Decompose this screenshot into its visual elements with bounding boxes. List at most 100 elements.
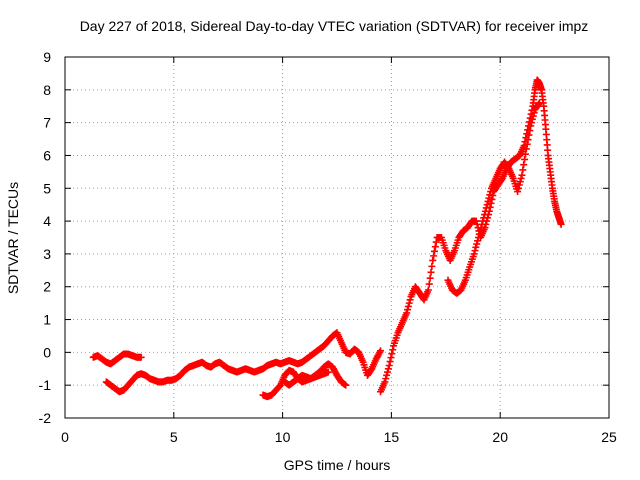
data-point [518, 171, 526, 179]
series-group [444, 99, 543, 297]
data-point-fill [426, 274, 434, 282]
data-point [479, 217, 487, 225]
series-group [281, 368, 332, 389]
plot-frame [64, 56, 610, 419]
data-point-fill [431, 243, 439, 251]
data-point [483, 201, 491, 209]
data-point-fill [383, 368, 391, 376]
data-point-fill [389, 346, 397, 354]
data-point-fill [383, 371, 391, 379]
y-tick-label: 5 [43, 180, 51, 196]
data-point-fill [514, 184, 522, 192]
y-tick-label: 7 [43, 115, 51, 131]
data-point-fill [404, 306, 412, 314]
data-point-fill [481, 211, 489, 219]
data-point-fill [534, 100, 542, 108]
data-point-fill [530, 109, 538, 117]
data-point-fill [382, 375, 390, 383]
data-point [137, 353, 145, 361]
data-point-fill [481, 207, 489, 215]
data-point-fill [480, 214, 488, 222]
data-point-fill [428, 262, 436, 270]
data-point-fill [477, 224, 485, 232]
data-point-fill [388, 350, 396, 358]
data-point-fill [521, 150, 529, 158]
data-point-fill [405, 299, 413, 307]
y-tick-label: -1 [39, 377, 52, 393]
x-tick-label: 20 [492, 429, 508, 445]
data-point-fill [523, 140, 531, 148]
y-tick-label: 3 [43, 246, 51, 262]
data-point [522, 145, 530, 153]
data-point-fill [521, 155, 529, 163]
y-axis-label: SDTVAR / TECUs [5, 182, 21, 294]
data-point [470, 250, 478, 258]
data-point-fill [475, 230, 483, 238]
x-tick-label: 15 [384, 429, 400, 445]
y-tick-label: -2 [39, 410, 52, 426]
y-tick-label: 9 [43, 49, 51, 65]
data-point-fill [384, 365, 392, 373]
data-point-fill [524, 136, 532, 144]
data-point [472, 217, 480, 225]
data-point-fill [472, 243, 480, 251]
data-point-fill [425, 280, 433, 288]
data-point [324, 368, 332, 376]
data-point-fill [486, 191, 494, 199]
data-point-fill [526, 127, 534, 135]
data-point-fill [474, 237, 482, 245]
data-point-fill [432, 238, 440, 246]
data-point-fill [484, 197, 492, 205]
y-tick-label: 8 [43, 82, 51, 98]
chart-title: Day 227 of 2018, Sidereal Day-to-day VTE… [80, 18, 589, 34]
data-point-fill [430, 252, 438, 260]
tick-layer: 0 5 10 15 20 25 -2 -1 0 1 2 3 4 5 6 7 8 9 [39, 49, 617, 445]
data-point [474, 234, 482, 241]
data-point-fill [430, 247, 438, 255]
x-tick-label: 0 [61, 429, 69, 445]
data-point [381, 378, 389, 386]
data-point [403, 309, 411, 317]
y-tick-label: 4 [43, 213, 51, 229]
y-tick-label: 1 [43, 312, 51, 328]
data-point-fill [478, 220, 486, 228]
data-point-fill [517, 174, 525, 182]
x-tick-label: 10 [275, 429, 291, 445]
data-point-fill [387, 354, 395, 362]
data-point-fill [471, 247, 479, 255]
data-point [342, 381, 350, 389]
data-point-fill [476, 227, 484, 235]
data-point-fill [528, 115, 536, 123]
data-point-fill [427, 268, 435, 276]
data-point-fill [525, 131, 533, 139]
x-axis-label: GPS time / hours [284, 457, 391, 473]
data-point-fill [404, 302, 412, 310]
series-group [102, 329, 385, 396]
data-point-fill [529, 112, 537, 120]
data-point-fill [386, 358, 394, 366]
data-point [557, 220, 565, 228]
y-tick-label: 2 [43, 279, 51, 295]
data-layer [89, 76, 565, 401]
data-point-fill [473, 240, 481, 248]
data-point [385, 361, 393, 369]
x-tick-label: 25 [601, 429, 617, 445]
data-point-fill [519, 166, 527, 174]
data-point [527, 122, 535, 130]
x-tick-label: 5 [170, 429, 178, 445]
data-point [377, 347, 385, 355]
data-point-fill [487, 188, 495, 196]
data-point-fill [528, 119, 536, 127]
data-point [535, 99, 543, 107]
data-point-fill [485, 194, 493, 202]
data-point-fill [406, 296, 414, 304]
data-point [514, 188, 522, 196]
series-group [377, 76, 565, 396]
data-point-fill [516, 178, 524, 186]
y-tick-label: 6 [43, 147, 51, 163]
data-point [429, 256, 437, 264]
grid-layer [65, 57, 609, 418]
series-group [89, 350, 145, 368]
data-point-fill [520, 161, 528, 169]
